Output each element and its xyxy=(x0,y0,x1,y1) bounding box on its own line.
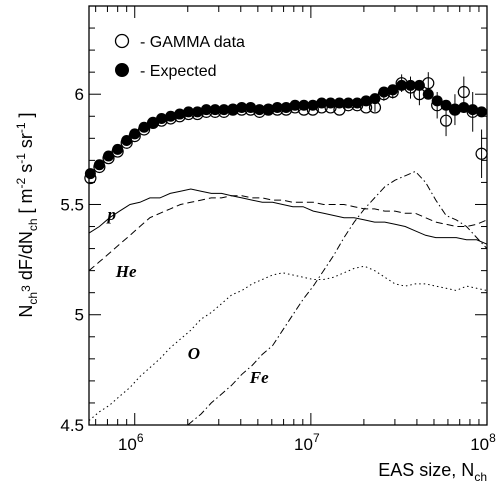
expected-point xyxy=(262,104,274,116)
gamma-data-point xyxy=(164,112,177,125)
gamma-data-point xyxy=(244,103,257,116)
axis-ticks xyxy=(89,5,488,426)
gamma-data-point xyxy=(253,105,266,118)
curve-p xyxy=(88,188,488,245)
x-tick-label: 106 xyxy=(118,431,144,454)
gamma-data-point xyxy=(217,105,231,118)
gamma-data-point xyxy=(457,85,470,99)
y-tick-label: 4.5 xyxy=(60,416,84,435)
expected-point xyxy=(298,99,310,111)
legend-label-expected: - Expected xyxy=(140,63,216,80)
expected-point xyxy=(84,168,96,180)
curve-label-he: He xyxy=(115,262,137,281)
expected-point xyxy=(360,95,372,107)
gamma-data-point xyxy=(93,160,106,174)
y-axis-title: Nch3 dF/dNch [ m-2 s-1 sr-1 ] xyxy=(14,112,40,317)
gamma-data-point xyxy=(120,136,133,149)
y-tick-labels: 4.5 5 5.5 6 xyxy=(60,85,84,435)
gamma-data-point xyxy=(288,101,302,114)
legend-marker-filled-circle xyxy=(115,63,129,77)
gamma-data-point xyxy=(448,103,462,116)
curve-label-o: O xyxy=(188,344,200,363)
gamma-data-point xyxy=(315,101,328,114)
gamma-data-point xyxy=(351,99,364,112)
gamma-data-point xyxy=(386,85,399,99)
expected-point xyxy=(440,99,452,111)
curve-he xyxy=(88,195,488,271)
expected-point xyxy=(449,104,461,116)
gamma-data-point xyxy=(342,99,355,112)
gamma-data-point xyxy=(155,114,168,127)
gamma-data-point xyxy=(271,103,284,116)
gamma-data-point xyxy=(368,101,382,114)
expected-point xyxy=(307,99,319,111)
composition-curves xyxy=(88,170,488,426)
y-tick-label: 6 xyxy=(75,85,84,104)
gamma-data-point xyxy=(209,105,222,118)
expected-point xyxy=(476,106,488,118)
gamma-data-point xyxy=(262,103,275,116)
gamma-data-point xyxy=(128,130,141,143)
y-tick-label: 5 xyxy=(75,306,84,325)
expected-point xyxy=(431,95,443,107)
gamma-data-point xyxy=(324,101,337,114)
gamma-data-point xyxy=(377,88,390,101)
expected-point xyxy=(325,97,337,109)
gamma-data-point xyxy=(280,103,293,116)
x-tick-label: 108 xyxy=(470,431,496,454)
expected-point xyxy=(369,93,381,105)
legend: - GAMMA data - Expected xyxy=(114,33,245,80)
y-tick-label: 5.5 xyxy=(60,195,84,214)
gamma-data-point xyxy=(102,152,115,165)
x-tick-labels: 106 107 108 xyxy=(118,431,496,454)
expected-point xyxy=(333,97,345,109)
curve-label-p: p xyxy=(105,205,116,224)
gamma-data-point xyxy=(191,107,204,121)
curve-label-fe: Fe xyxy=(249,368,269,387)
gamma-data-point xyxy=(84,171,97,185)
gamma-data-point xyxy=(422,77,435,90)
plot-area-border xyxy=(88,5,488,426)
gamma-data-point xyxy=(235,103,248,116)
gamma-data-point xyxy=(431,99,444,112)
x-axis-title: EAS size, Nch xyxy=(378,460,487,484)
expected-point xyxy=(422,88,434,100)
expected-point xyxy=(413,79,425,91)
curve-labels: p He O Fe xyxy=(105,205,269,387)
plot-frame xyxy=(88,5,488,426)
expected-point xyxy=(316,97,328,109)
gamma-data-point xyxy=(306,103,319,116)
gamma-data-point xyxy=(413,88,426,101)
expected-point xyxy=(458,101,470,113)
curve-fe xyxy=(187,170,488,426)
gamma-data-point xyxy=(226,103,240,116)
gamma-data-point xyxy=(200,105,213,118)
gamma-data-point xyxy=(475,147,488,160)
gamma-data-point xyxy=(404,81,417,94)
gamma-data-point xyxy=(182,107,195,121)
x-tick-label: 107 xyxy=(294,431,320,454)
gamma-data-point xyxy=(466,105,479,118)
expected-point xyxy=(227,104,239,116)
gamma-data-point xyxy=(137,123,151,136)
gamma-data-point xyxy=(173,110,186,123)
data-points xyxy=(84,72,488,185)
gamma-data-point xyxy=(297,103,311,116)
curve-o xyxy=(88,265,488,421)
legend-label-gamma-data: - GAMMA data xyxy=(140,34,245,51)
legend-marker-open-circle xyxy=(114,33,130,49)
gamma-data-point xyxy=(111,145,124,158)
gamma-data-point xyxy=(360,101,373,114)
gamma-data-point xyxy=(439,114,453,127)
gamma-data-point xyxy=(146,116,160,129)
